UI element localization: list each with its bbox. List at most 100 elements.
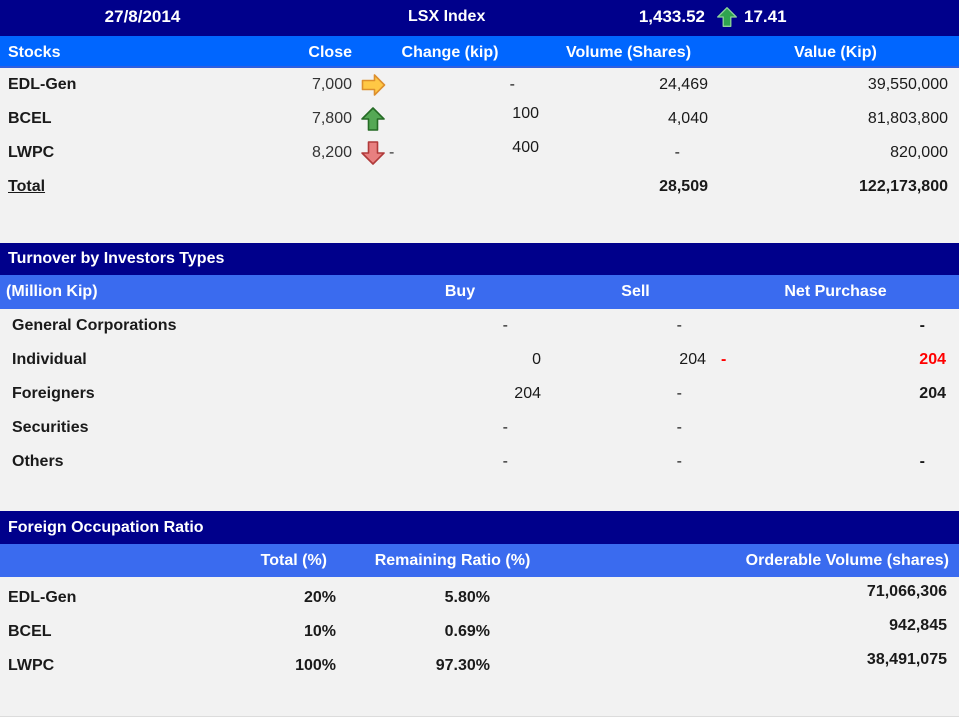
column-header-sell: Sell bbox=[621, 283, 650, 300]
table-row-lwpc: LWPC 8,200 - 400 - 820,000 bbox=[0, 136, 959, 170]
column-header-remaining-ratio: Remaining Ratio (%) bbox=[374, 552, 531, 569]
orderable-volume-value: 38,491,075 bbox=[866, 651, 947, 668]
sell-value: - bbox=[676, 317, 682, 334]
up-arrow-icon bbox=[355, 102, 405, 136]
sell-value: - bbox=[676, 385, 682, 402]
change-value: 100 bbox=[512, 105, 539, 122]
lsx-index-change: 17.41 bbox=[744, 7, 787, 26]
value-value: 820,000 bbox=[890, 144, 948, 161]
turnover-table-header: (Million Kip) Buy Sell Net Purchase bbox=[0, 275, 959, 309]
investor-type-label: Securities bbox=[12, 419, 89, 436]
sell-value: - bbox=[676, 419, 682, 436]
stock-name: LWPC bbox=[8, 144, 55, 161]
negative-sign: - bbox=[721, 351, 727, 368]
table-row-foreigners: Foreigners 204 - 204 bbox=[0, 377, 959, 411]
net-purchase-value: - bbox=[919, 317, 925, 334]
column-header-stocks: Stocks bbox=[8, 44, 61, 61]
table-row-securities: Securities - - bbox=[0, 411, 959, 445]
column-header-net-purchase: Net Purchase bbox=[784, 283, 887, 300]
stock-name: EDL-Gen bbox=[8, 76, 77, 93]
net-purchase-value: - 204 bbox=[712, 343, 959, 377]
turnover-table-body: General Corporations - - - Individual 0 … bbox=[0, 309, 959, 479]
table-row-general-corporations: General Corporations - - - bbox=[0, 309, 959, 343]
orderable-volume-value: 942,845 bbox=[889, 617, 947, 634]
lsx-index-value: 1,433.52 bbox=[638, 7, 705, 26]
section-gap bbox=[0, 479, 959, 511]
total-value-value: 122,173,800 bbox=[859, 178, 948, 195]
table-row-bcel: BCEL 7,800 100 4,040 81,803,800 bbox=[0, 102, 959, 136]
table-row-edl-gen: EDL-Gen 7,000 - 24,469 39,550,000 bbox=[0, 68, 959, 102]
stock-name: EDL-Gen bbox=[8, 589, 77, 606]
close-value: 7,000 bbox=[311, 76, 352, 93]
column-header-buy: Buy bbox=[444, 283, 476, 300]
sell-value: - bbox=[676, 453, 682, 470]
total-icon-empty bbox=[355, 170, 405, 204]
column-header-million-kip: (Million Kip) bbox=[6, 283, 98, 300]
stocks-table-header: Stocks Close Change (kip) Volume (Shares… bbox=[0, 34, 959, 68]
value-value: 81,803,800 bbox=[867, 110, 948, 127]
investor-type-label: Foreigners bbox=[12, 385, 95, 402]
buy-value: - bbox=[502, 453, 508, 470]
column-header-blank bbox=[0, 544, 215, 577]
column-header-total-pct: Total (%) bbox=[260, 552, 327, 569]
right-arrow-icon bbox=[355, 68, 405, 102]
net-purchase-value: 204 bbox=[919, 385, 946, 402]
buy-value: - bbox=[502, 317, 508, 334]
buy-value: 0 bbox=[532, 351, 541, 368]
lsx-index-label: LSX Index bbox=[408, 8, 486, 25]
investor-type-label: Others bbox=[12, 453, 64, 470]
table-row-edl-gen-ratio: EDL-Gen 20% 5.80% 71,066,306 bbox=[0, 581, 959, 615]
remaining-ratio-value: 97.30% bbox=[435, 657, 490, 674]
total-change-empty bbox=[405, 170, 545, 204]
index-up-arrow-icon bbox=[716, 5, 738, 29]
buy-value: - bbox=[502, 419, 508, 436]
foreign-ratio-table-body: EDL-Gen 20% 5.80% 71,066,306 BCEL 10% 0.… bbox=[0, 581, 959, 683]
value-value: 39,550,000 bbox=[867, 76, 948, 93]
stock-name: LWPC bbox=[8, 657, 55, 674]
change-value: - bbox=[509, 76, 515, 93]
total-close-empty bbox=[215, 170, 355, 204]
investor-type-label: Individual bbox=[12, 351, 87, 368]
net-purchase-value: - bbox=[919, 453, 925, 470]
close-value: 7,800 bbox=[311, 110, 352, 127]
total-label: Total bbox=[8, 178, 46, 195]
table-row-lwpc-ratio: LWPC 100% 97.30% 38,491,075 bbox=[0, 649, 959, 683]
column-header-value: Value (Kip) bbox=[794, 44, 877, 61]
buy-value: 204 bbox=[514, 385, 541, 402]
orderable-volume-value: 71,066,306 bbox=[866, 583, 947, 600]
total-pct-value: 10% bbox=[303, 623, 336, 640]
foreign-ratio-section-title: Foreign Occupation Ratio bbox=[0, 511, 959, 544]
stock-name: BCEL bbox=[8, 623, 52, 640]
change-value: 400 bbox=[512, 139, 539, 156]
volume-value: 4,040 bbox=[667, 110, 708, 127]
close-value: 8,200 bbox=[311, 144, 352, 161]
total-pct-value: 100% bbox=[295, 657, 336, 674]
volume-value: 24,469 bbox=[659, 76, 708, 93]
column-header-orderable-volume: Orderable Volume (shares) bbox=[745, 552, 949, 569]
volume-value: - bbox=[674, 144, 680, 161]
table-row-bcel-ratio: BCEL 10% 0.69% 942,845 bbox=[0, 615, 959, 649]
remaining-ratio-value: 5.80% bbox=[444, 589, 490, 606]
stock-name: BCEL bbox=[8, 110, 52, 127]
table-row-others: Others - - - bbox=[0, 445, 959, 479]
turnover-section-title: Turnover by Investors Types bbox=[0, 243, 959, 275]
total-volume-value: 28,509 bbox=[659, 178, 708, 195]
net-purchase-value bbox=[712, 411, 959, 445]
section-gap bbox=[0, 204, 959, 243]
total-pct-value: 20% bbox=[303, 589, 336, 606]
report-date: 27/8/2014 bbox=[104, 7, 181, 26]
remaining-ratio-value: 0.69% bbox=[444, 623, 490, 640]
investor-type-label: General Corporations bbox=[12, 317, 177, 334]
sell-value: 204 bbox=[679, 351, 706, 368]
table-row-total: Total 28,509 122,173,800 bbox=[0, 170, 959, 204]
stocks-table-body: EDL-Gen 7,000 - 24,469 39,550,000 BCEL 7… bbox=[0, 68, 959, 204]
down-arrow-icon: - bbox=[355, 136, 405, 170]
table-row-individual: Individual 0 204 - 204 bbox=[0, 343, 959, 377]
net-purchase-amount: 204 bbox=[919, 351, 946, 368]
column-header-close: Close bbox=[308, 44, 352, 61]
column-header-volume: Volume (Shares) bbox=[565, 44, 692, 61]
foreign-ratio-table-header: Total (%) Remaining Ratio (%) Orderable … bbox=[0, 544, 959, 577]
down-trend-dash: - bbox=[389, 144, 395, 161]
top-bar: 27/8/2014 LSX Index 1,433.52 17.41 bbox=[0, 0, 959, 34]
